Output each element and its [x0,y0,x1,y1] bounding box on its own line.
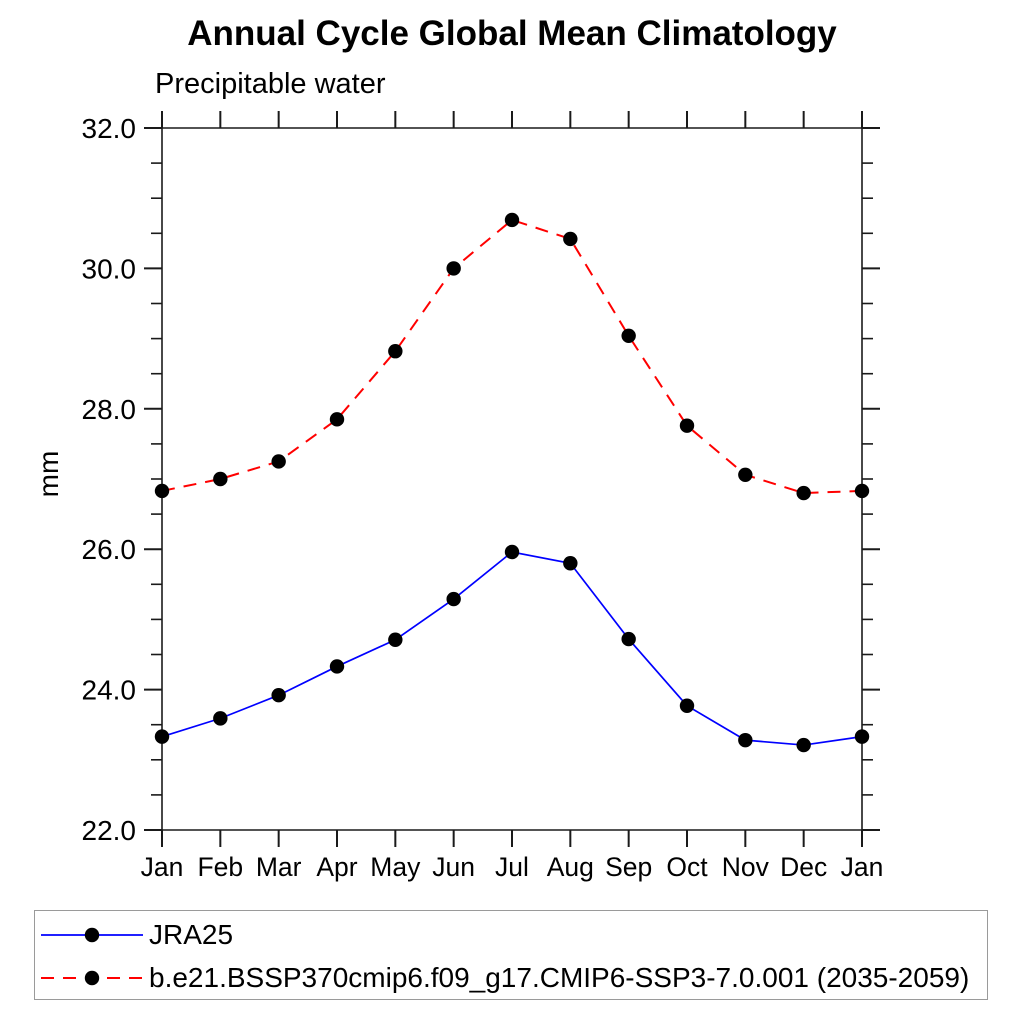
y-tick-label: 24.0 [82,675,137,706]
legend-line-sample [41,927,143,943]
x-tick-label: Sep [605,852,652,882]
y-tick-label: 30.0 [82,253,137,284]
chart-subtitle: Precipitable water [155,68,386,100]
data-point-marker [213,471,228,487]
x-tick-label: Dec [780,852,827,882]
data-point-marker [329,412,345,427]
data-point-marker [854,483,870,499]
y-tick-label: 32.0 [82,113,137,144]
legend-marker-icon [84,970,100,986]
data-point-marker [446,261,461,276]
data-point-marker [563,556,578,571]
data-point-marker [329,659,345,674]
x-tick-label: Aug [547,852,594,882]
legend-line-sample [41,970,143,986]
data-point-marker [796,737,811,753]
data-point-marker [388,344,403,359]
legend: JRA25 b.e21.BSSP370cmip6.f09_g17.CMIP6-SS… [34,910,988,1000]
y-tick-label: 26.0 [82,534,137,565]
data-point-marker [154,729,170,744]
data-point-marker [679,418,695,433]
x-tick-label: Nov [722,852,770,882]
data-point-marker [621,328,636,343]
data-point-marker [738,732,753,748]
x-tick-label: Oct [666,852,708,882]
data-point-marker [213,711,228,726]
x-tick-label: Feb [197,852,243,882]
data-point-marker [621,631,636,647]
x-tick-label: Mar [256,852,302,882]
data-point-marker [388,632,403,647]
data-point-marker [154,483,170,499]
data-point-marker [738,467,753,482]
legend-item-model: b.e21.BSSP370cmip6.f09_g17.CMIP6-SSP3-7.… [39,961,969,995]
legend-label: b.e21.BSSP370cmip6.f09_g17.CMIP6-SSP3-7.… [149,962,970,993]
x-tick-label: Jul [495,852,529,882]
legend-item-jra25: JRA25 [39,918,233,952]
data-point-marker [271,688,286,703]
y-tick-label: 28.0 [82,394,137,425]
data-point-marker [504,544,520,560]
x-tick-label: May [370,852,421,882]
series-line-model [161,218,863,495]
x-tick-label: Jan [841,852,884,882]
data-point-marker [271,454,286,469]
legend-marker-icon [84,927,100,943]
data-point-marker [679,698,695,713]
data-point-marker [446,591,461,607]
chart-title: Annual Cycle Global Mean Climatology [187,14,837,53]
data-point-marker [504,212,520,228]
y-tick-label: 22.0 [82,815,137,846]
data-point-marker [854,729,870,744]
data-point-marker [563,231,578,247]
series-line-jra25 [161,551,863,746]
x-tick-label: Jan [141,852,184,882]
x-tick-label: Apr [316,852,357,882]
x-tick-label: Jun [432,852,475,882]
data-point-marker [796,485,811,501]
legend-label: JRA25 [149,919,234,950]
